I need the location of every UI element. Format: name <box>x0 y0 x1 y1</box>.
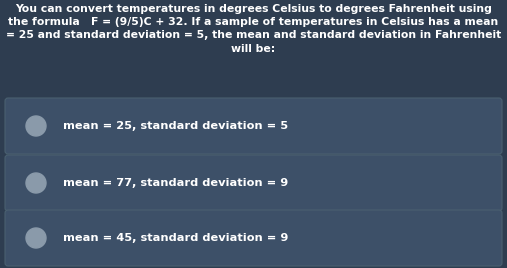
FancyBboxPatch shape <box>5 98 502 154</box>
Text: mean = 45, standard deviation = 9: mean = 45, standard deviation = 9 <box>63 233 288 243</box>
Circle shape <box>26 116 46 136</box>
FancyBboxPatch shape <box>5 210 502 266</box>
Text: mean = 25, standard deviation = 5: mean = 25, standard deviation = 5 <box>63 121 288 131</box>
FancyBboxPatch shape <box>5 155 502 211</box>
Circle shape <box>26 228 46 248</box>
Text: mean = 77, standard deviation = 9: mean = 77, standard deviation = 9 <box>63 178 288 188</box>
Circle shape <box>26 173 46 193</box>
Text: You can convert temperatures in degrees Celsius to degrees Fahrenheit using
the : You can convert temperatures in degrees … <box>6 4 501 54</box>
